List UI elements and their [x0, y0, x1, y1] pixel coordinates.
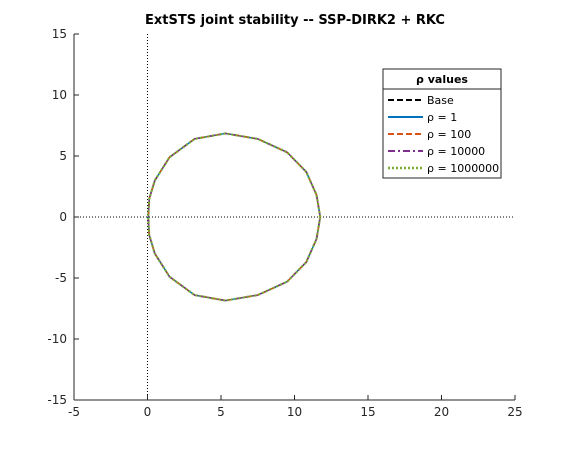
y-tick-label-6: 15 — [52, 27, 67, 41]
x-tick-label-3: 10 — [287, 405, 302, 419]
chart-title: ExtSTS joint stability -- SSP-DIRK2 + RK… — [145, 13, 445, 28]
x-tick-label-6: 25 — [507, 405, 522, 419]
y-tick-label-0: -15 — [47, 393, 67, 407]
x-tick-label-5: 20 — [434, 405, 449, 419]
legend-label-4: ρ = 1000000 — [427, 162, 499, 175]
y-tick-label-5: 10 — [52, 88, 67, 102]
legend-label-0: Base — [427, 94, 454, 107]
legend-label-2: ρ = 100 — [427, 128, 471, 141]
x-tick-label-1: 0 — [144, 405, 152, 419]
series-line-4 — [147, 132, 322, 302]
x-tick-label-4: 15 — [360, 405, 375, 419]
x-tick-label-0: -5 — [68, 405, 80, 419]
y-tick-label-2: -5 — [55, 271, 67, 285]
legend-label-3: ρ = 10000 — [427, 145, 485, 158]
x-tick-label-2: 5 — [217, 405, 225, 419]
axes: -5 0 5 10 15 20 25 -15 -10 -5 0 5 10 15 — [47, 27, 522, 419]
legend: ρ values Base ρ = 1 ρ = 100 ρ = 10000 ρ = 100… — [382, 68, 502, 179]
y-tick-label-3: 0 — [59, 210, 67, 224]
y-tick-label-4: 5 — [59, 149, 67, 163]
legend-label-1: ρ = 1 — [427, 111, 457, 124]
series-layer — [147, 132, 322, 302]
y-tick-label-1: -10 — [47, 332, 67, 346]
legend-title: ρ values — [416, 73, 468, 86]
legend-box — [382, 68, 502, 179]
